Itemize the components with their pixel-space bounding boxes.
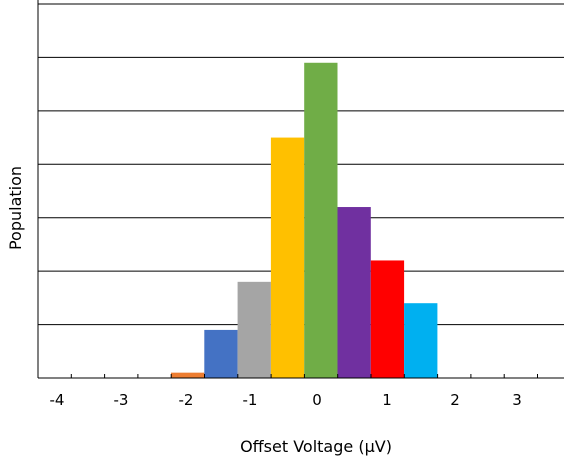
bar (270, 137, 305, 378)
bar (237, 281, 271, 378)
x-tick-label: -3 (114, 391, 129, 409)
x-tick-label: -4 (50, 391, 65, 409)
x-tick-label: 2 (450, 391, 460, 409)
x-tick-label: -2 (179, 391, 194, 409)
x-tick-label: 3 (512, 391, 522, 409)
x-axis-title: Offset Voltage (µV) (240, 437, 392, 456)
plot-area: -4 -3 -2 -1 0 1 2 3 (37, 0, 564, 409)
bar (171, 372, 205, 378)
x-tick-label: 1 (382, 391, 392, 409)
y-axis-title: Population (6, 166, 25, 250)
bar (304, 62, 338, 379)
bar (337, 207, 371, 378)
bar (370, 260, 405, 378)
x-tick-label: -1 (243, 391, 258, 409)
x-tick-label: 0 (312, 391, 322, 409)
bar (204, 329, 238, 378)
bar (404, 303, 438, 378)
